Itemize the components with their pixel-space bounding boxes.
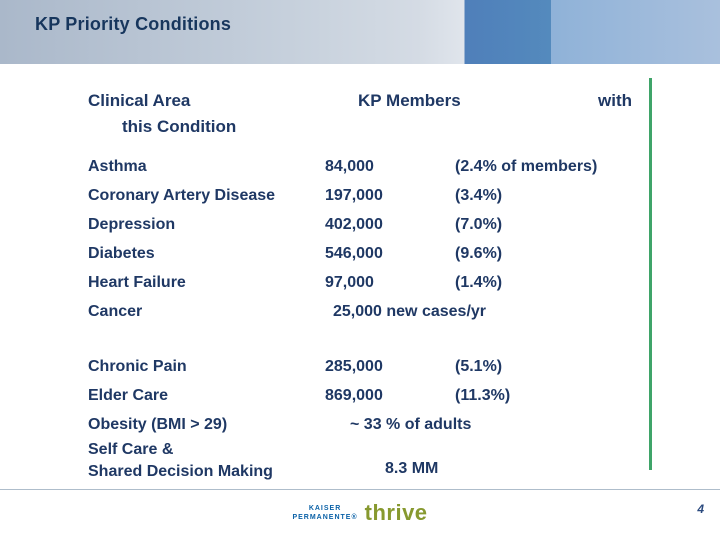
members-value: 285,000 (325, 358, 383, 375)
condition-group-primary: Asthma 84,000 (2.4% of members) Coronary… (88, 152, 632, 326)
table-header-row: Clinical Area KP Members with (88, 88, 632, 114)
table-row: Elder Care 869,000 (11.3%) (88, 381, 632, 410)
condition-label: Chronic Pain (88, 358, 187, 375)
table-row: Cancer 25,000 new cases/yr (88, 297, 632, 326)
table-row: Self Care & Shared Decision Making 8.3 M… (88, 439, 632, 483)
col-header-kp-members: KP Members (358, 91, 461, 110)
condition-label: Depression (88, 216, 176, 233)
members-value: 197,000 (325, 187, 383, 204)
condition-label: Heart Failure (88, 274, 186, 291)
col-header-clinical-area: Clinical Area (88, 91, 191, 110)
condition-group-secondary: Chronic Pain 285,000 (5.1%) Elder Care 8… (88, 352, 632, 483)
percent-note: (3.4%) (455, 187, 503, 204)
col-header-with: with (598, 91, 632, 110)
condition-label: Coronary Artery Disease (88, 187, 276, 204)
col-header-this-condition: this Condition (122, 117, 237, 136)
conditions-table: Clinical Area KP Members with this Condi… (88, 88, 632, 483)
members-value: 84,000 (325, 158, 374, 175)
members-value: 869,000 (325, 387, 383, 404)
title-bar: KP Priority Conditions (0, 0, 720, 64)
footer-divider (0, 489, 720, 490)
condition-label: Obesity (BMI > 29) (88, 416, 228, 433)
table-row: Diabetes 546,000 (9.6%) (88, 239, 632, 268)
percent-note: (7.0%) (455, 216, 503, 233)
table-row: Chronic Pain 285,000 (5.1%) (88, 352, 632, 381)
table-row: Depression 402,000 (7.0%) (88, 210, 632, 239)
percent-note: (11.3%) (455, 387, 511, 404)
percent-note: (9.6%) (455, 245, 503, 262)
percent-note: (2.4% of members) (455, 158, 598, 175)
thrive-wordmark: thrive (364, 500, 428, 525)
members-value: ~ 33 % of adults (350, 416, 472, 433)
right-accent-line (649, 78, 652, 470)
members-value: 8.3 MM (385, 460, 439, 477)
percent-note: (1.4%) (455, 274, 503, 291)
kaiser-permanente-logo: KAISER PERMANENTE® thrive (292, 502, 427, 524)
slide-footer: KAISER PERMANENTE® thrive 4 (0, 496, 720, 540)
table-row: Asthma 84,000 (2.4% of members) (88, 152, 632, 181)
slide-title: KP Priority Conditions (35, 14, 232, 34)
page-number: 4 (697, 502, 704, 516)
table-row: Coronary Artery Disease 197,000 (3.4%) (88, 181, 632, 210)
permanente-text: PERMANENTE® (292, 514, 358, 521)
members-value: 97,000 (325, 274, 374, 291)
table-row: Obesity (BMI > 29) ~ 33 % of adults (88, 410, 632, 439)
members-value: 546,000 (325, 245, 383, 262)
percent-note: (5.1%) (455, 358, 503, 375)
kaiser-permanente-wordmark: KAISER PERMANENTE® (292, 504, 357, 522)
condition-label: Self Care & Shared Decision Making (88, 441, 273, 480)
members-value: 402,000 (325, 216, 383, 233)
condition-label: Elder Care (88, 387, 169, 404)
condition-label: Diabetes (88, 245, 155, 262)
condition-label: Asthma (88, 158, 147, 175)
table-header: Clinical Area KP Members with this Condi… (88, 88, 632, 140)
condition-label: Cancer (88, 303, 143, 320)
table-row: Heart Failure 97,000 (1.4%) (88, 268, 632, 297)
kaiser-text: KAISER (308, 505, 342, 512)
members-value: 25,000 new cases/yr (333, 303, 487, 320)
